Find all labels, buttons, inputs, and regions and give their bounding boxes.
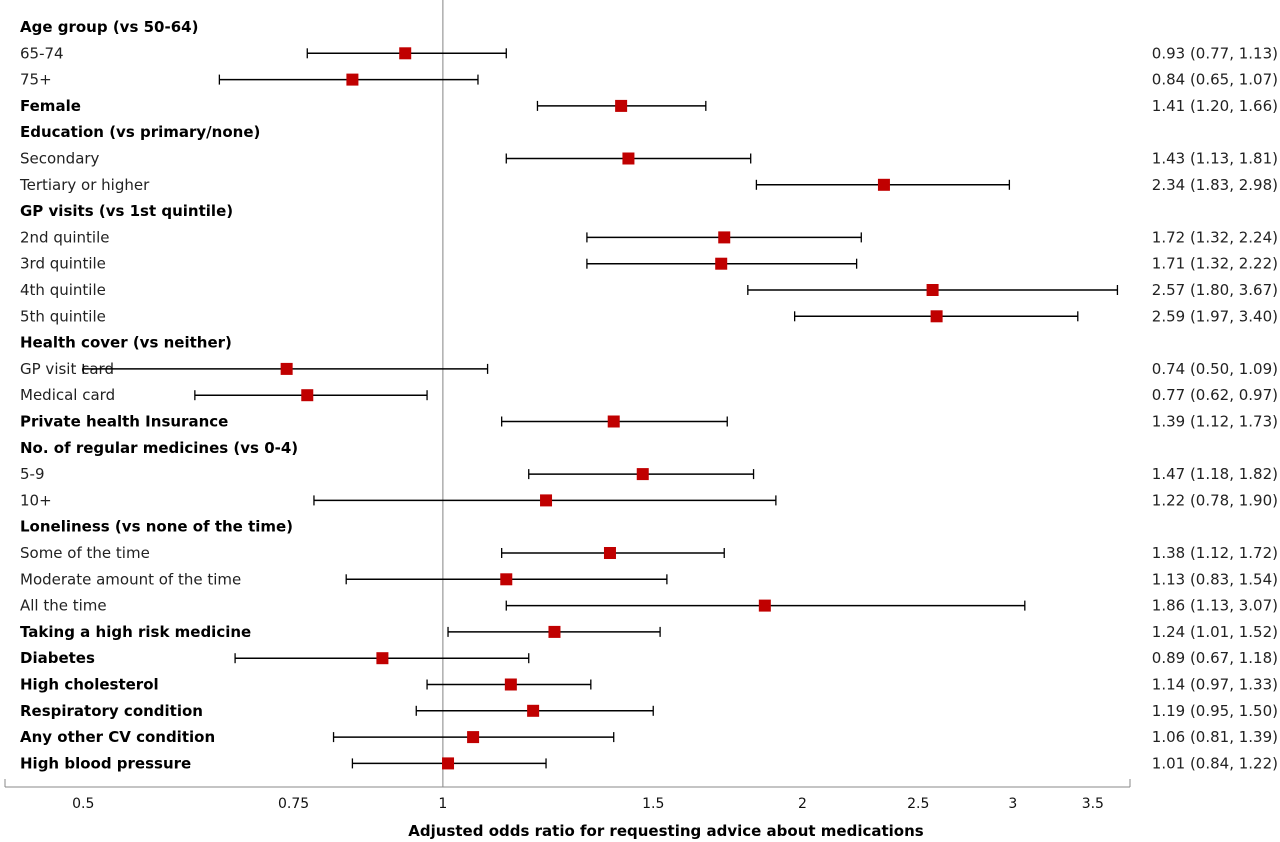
point-estimate (622, 152, 635, 165)
estimate-label: 1.47 (1.18, 1.82) (1152, 465, 1278, 483)
row-label: Any other CV condition (20, 728, 215, 746)
x-tick-label: 0.5 (72, 796, 94, 812)
row-label: 5th quintile (20, 307, 106, 325)
x-tick-label: 3 (1008, 796, 1017, 812)
point-estimate (615, 99, 628, 112)
x-axis-label: Adjusted odds ratio for requesting advic… (408, 822, 923, 840)
x-tick-label: 1 (438, 796, 447, 812)
x-tick-label: 2.5 (907, 796, 929, 812)
row-label: Secondary (20, 150, 100, 168)
group-header-label: Age group (vs 50-64) (20, 18, 198, 36)
row-label: 4th quintile (20, 281, 106, 299)
estimate-label: 1.13 (0.83, 1.54) (1152, 570, 1278, 588)
point-estimate (301, 389, 314, 402)
row-label: Diabetes (20, 649, 95, 667)
row-label: Taking a high risk medicine (20, 623, 251, 641)
row-label: Tertiary or higher (19, 176, 150, 194)
row-label: 2nd quintile (20, 228, 110, 246)
point-estimate (715, 257, 728, 270)
row-label: GP visit card (20, 360, 114, 378)
point-estimate (718, 231, 731, 244)
x-tick-label: 3.5 (1082, 796, 1104, 812)
estimate-label: 1.22 (0.78, 1.90) (1152, 491, 1278, 509)
point-estimate (758, 599, 771, 612)
row-label: 65-74 (20, 44, 64, 62)
estimate-label: 2.59 (1.97, 3.40) (1152, 307, 1278, 325)
row-label: 5-9 (20, 465, 45, 483)
point-estimate (540, 494, 553, 507)
row-label: Medical card (20, 386, 115, 404)
point-estimate (346, 73, 359, 86)
x-tick-label: 0.75 (278, 796, 309, 812)
row-label: 10+ (20, 491, 52, 509)
estimate-label: 1.06 (0.81, 1.39) (1152, 728, 1278, 746)
estimate-label: 2.34 (1.83, 2.98) (1152, 176, 1278, 194)
row-label: Respiratory condition (20, 702, 203, 720)
point-estimate (877, 178, 890, 191)
x-tick-label: 1.5 (642, 796, 664, 812)
estimate-label: 1.19 (0.95, 1.50) (1152, 702, 1278, 720)
group-header-label: Health cover (vs neither) (20, 334, 232, 352)
group-header-label: GP visits (vs 1st quintile) (20, 202, 233, 220)
row-label: 3rd quintile (20, 255, 106, 273)
point-estimate (467, 731, 480, 744)
x-tick-label: 2 (798, 796, 807, 812)
point-estimate (527, 704, 540, 717)
point-estimate (926, 284, 939, 296)
row-label: Female (20, 97, 81, 115)
x-axis: 0.5 0.75 1 1.5 2 2.5 3 3.5 (4, 779, 1131, 812)
row-label: Moderate amount of the time (20, 570, 241, 588)
estimate-label: 1.24 (1.01, 1.52) (1152, 623, 1278, 641)
estimate-label: 1.39 (1.12, 1.73) (1152, 413, 1278, 431)
estimate-label: 0.93 (0.77, 1.13) (1152, 44, 1278, 62)
estimate-label: 1.72 (1.32, 2.24) (1152, 228, 1278, 246)
point-estimate (607, 415, 620, 428)
row-label: Private health Insurance (20, 413, 228, 431)
point-estimate (442, 757, 455, 770)
estimate-label: 1.14 (0.97, 1.33) (1152, 676, 1278, 694)
row-label: High blood pressure (20, 754, 191, 772)
group-header-label: No. of regular medicines (vs 0-4) (20, 439, 298, 457)
point-estimate (500, 573, 513, 586)
point-estimate (636, 468, 649, 481)
estimate-label: 1.43 (1.13, 1.81) (1152, 150, 1278, 168)
group-header-label: Loneliness (vs none of the time) (20, 518, 293, 536)
estimate-label: 1.38 (1.12, 1.72) (1152, 544, 1278, 562)
group-header-label: Education (vs primary/none) (20, 123, 260, 141)
point-estimate (548, 625, 561, 638)
point-estimate (603, 547, 616, 559)
rows-group: Age group (vs 50-64) 65-74 0.93 (0.77, 1.1… (19, 18, 1278, 772)
estimate-label: 1.01 (0.84, 1.22) (1152, 754, 1278, 772)
row-label: High cholesterol (20, 676, 159, 694)
estimate-label: 0.89 (0.67, 1.18) (1152, 649, 1278, 667)
estimate-label: 1.71 (1.32, 2.22) (1152, 255, 1278, 273)
row-label: Some of the time (20, 544, 150, 562)
estimate-label: 2.57 (1.80, 3.67) (1152, 281, 1278, 299)
row-label: 75+ (20, 71, 52, 89)
estimate-label: 0.77 (0.62, 0.97) (1152, 386, 1278, 404)
point-estimate (399, 47, 412, 60)
estimate-label: 1.41 (1.20, 1.66) (1152, 97, 1278, 115)
estimate-label: 0.84 (0.65, 1.07) (1152, 71, 1278, 89)
row-label: All the time (20, 597, 107, 615)
point-estimate (280, 362, 293, 375)
point-estimate (376, 652, 389, 665)
estimate-label: 1.86 (1.13, 3.07) (1152, 597, 1278, 615)
estimate-label: 0.74 (0.50, 1.09) (1152, 360, 1278, 378)
point-estimate (504, 678, 517, 691)
point-estimate (930, 310, 943, 323)
